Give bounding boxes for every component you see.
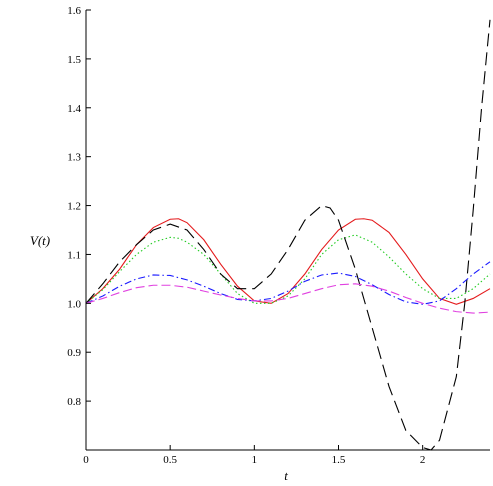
y-tick-label: 1.2	[67, 201, 81, 213]
plot-area	[85, 19, 491, 451]
series-line-3	[85, 19, 491, 451]
y-tick-label: 1.5	[67, 54, 81, 66]
y-tick-label: 1.1	[67, 249, 81, 261]
series-line-5	[85, 283, 491, 314]
x-tick-label: 1	[252, 454, 258, 466]
axes	[85, 10, 490, 451]
y-tick-label: 0.8	[67, 396, 81, 408]
y-axis-title: V(t)	[30, 233, 50, 248]
x-tick-label: 0	[83, 454, 89, 466]
x-tick-label: 1.5	[332, 454, 346, 466]
y-tick-label: 1.6	[67, 5, 81, 17]
y-tick-label: 1.0	[67, 298, 81, 310]
y-tick-label: 0.9	[67, 347, 81, 359]
x-tick-label: 0.5	[163, 454, 177, 466]
series-line-1	[85, 218, 491, 305]
x-axis-title: t	[284, 468, 288, 483]
y-tick-label: 1.4	[67, 103, 81, 115]
series-layer	[85, 19, 491, 451]
y-tick-label: 1.3	[67, 152, 81, 164]
series-line-4	[85, 261, 491, 305]
ticks: 0.8 0.9 1.0 1.1 1.2 1.3 1.4 1.5 1.6 0 0.5 1 1.5 2	[67, 5, 425, 466]
x-tick-label: 2	[420, 454, 426, 466]
